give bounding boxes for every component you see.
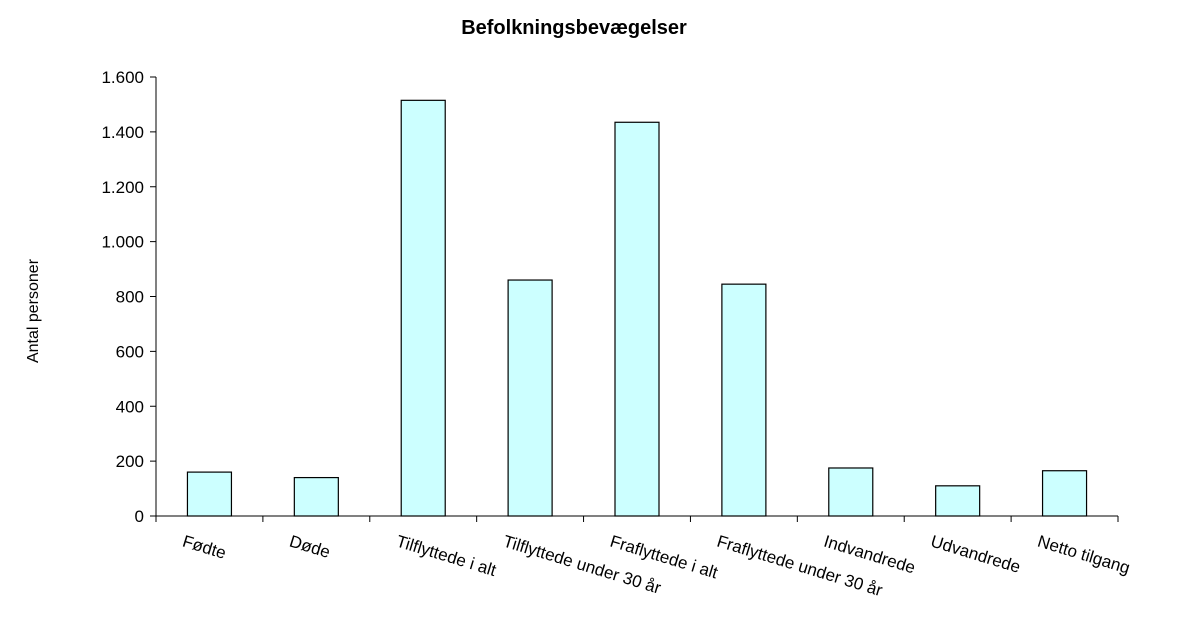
- bar: [293, 476, 339, 517]
- bar: [721, 283, 767, 517]
- y-tick-label: 600: [116, 342, 144, 361]
- x-category-label: Netto tilgang: [1035, 532, 1132, 578]
- y-axis-label: Antal personer: [25, 258, 42, 363]
- x-category-label: Udvandrede: [928, 532, 1022, 577]
- y-tick-label: 1.000: [101, 233, 144, 252]
- x-category-label: Døde: [287, 532, 332, 562]
- bar: [507, 279, 553, 517]
- y-tick-label: 400: [116, 397, 144, 416]
- y-tick-label: 0: [135, 507, 144, 526]
- x-category-label: Tilflyttede i alt: [394, 532, 499, 580]
- y-tick-label: 1.400: [101, 123, 144, 142]
- x-category-label: Fødte: [180, 532, 228, 563]
- bar: [828, 467, 874, 517]
- bar: [186, 471, 233, 517]
- y-tick-label: 1.600: [101, 68, 144, 87]
- bar: [614, 121, 660, 517]
- y-tick-label: 800: [116, 288, 144, 307]
- y-tick-label: 200: [116, 452, 144, 471]
- chart-title: Befolkningsbevægelser: [461, 17, 687, 39]
- plot-area: 0 200 400 600 800 1.000 1.200 1.400 1.600 Fødte Dø…: [101, 68, 1132, 600]
- bar: [1041, 470, 1088, 517]
- bar: [400, 99, 446, 517]
- y-tick-label: 1.200: [101, 178, 144, 197]
- bar: [935, 485, 981, 517]
